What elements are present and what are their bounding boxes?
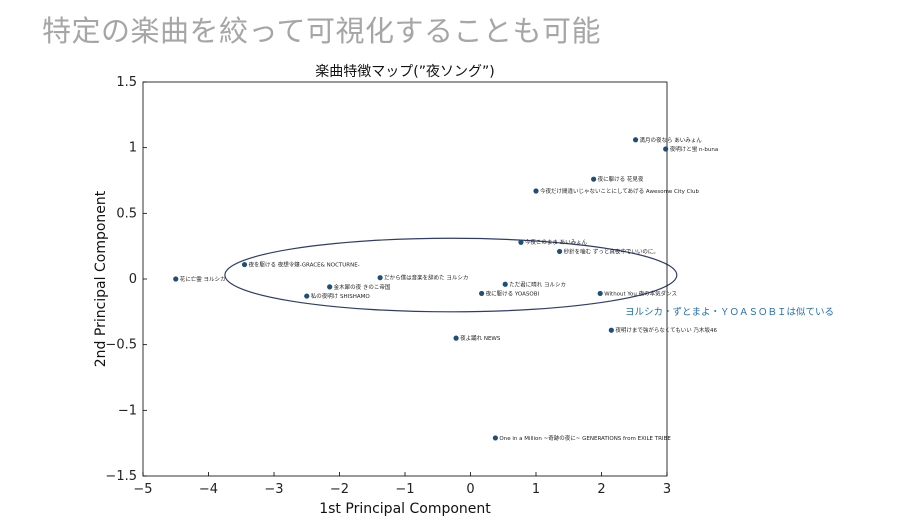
point-label: ただ君に晴れ ヨルシカ — [509, 280, 566, 288]
y-tick-label: −0.5 — [105, 338, 137, 353]
data-point — [533, 188, 539, 194]
similarity-annotation: ヨルシカ・ずとまよ・ＹＯＡＳＯＢＩは似ている — [625, 307, 834, 318]
point-label: Without You 夜の本気ダンス — [604, 289, 677, 297]
y-tick-label: 1 — [129, 141, 137, 156]
data-point — [327, 284, 333, 290]
data-point — [632, 137, 639, 143]
data-point — [608, 327, 614, 333]
y-tick-label: −1.5 — [105, 469, 137, 484]
point-label: 満月の夜なら あいみょん — [640, 136, 703, 144]
data-point — [453, 335, 459, 341]
x-tick-label: −3 — [264, 482, 283, 497]
data-point — [502, 281, 508, 287]
data-point — [597, 290, 603, 297]
highlight-layer — [224, 237, 678, 313]
chart-title: 楽曲特徴マップ(”夜ソング”) — [315, 64, 494, 80]
data-point — [304, 293, 310, 299]
data-point — [663, 146, 669, 152]
data-point — [479, 290, 485, 297]
y-tick-label: 0 — [129, 272, 137, 287]
slide-heading: 特定の楽曲を絞って可視化することも可能 — [42, 14, 602, 48]
point-label: 花に亡霊 ヨルシカ — [180, 275, 226, 283]
x-tick-label: −4 — [199, 482, 218, 497]
x-tick-label: −5 — [133, 482, 152, 497]
x-tick-label: −2 — [330, 482, 349, 497]
point-label: One in a Million ~奇跡の夜に~ GENERATIONS fro… — [499, 434, 671, 442]
point-label: 今夜だけ間違いじゃないことにしてあげる Awesome City Club — [540, 187, 699, 195]
x-tick-label: 0 — [466, 482, 474, 497]
point-label: 金木犀の夜 きのこ帝国 — [334, 283, 391, 291]
point-label: 夜に駆ける YOASOBI — [486, 289, 540, 297]
data-point — [241, 261, 248, 268]
y-tick-label: 1.5 — [116, 75, 137, 90]
data-point — [518, 239, 524, 245]
point-label: 秒針を噛む ずっと真夜中でいいのに。 — [564, 247, 659, 255]
ticks-layer: −5 −4 −3 −2 −1 0 1 2 3 −1.5 −1 −0.5 0 0.5 1 1.5 — [105, 75, 671, 497]
x-tick-label: 1 — [532, 482, 540, 497]
point-label: 夜を駆ける 夜想令嬢-GRACE& NOCTURNE- — [249, 261, 360, 269]
point-label: 夜に駆ける 花見夜 — [598, 175, 644, 183]
y-axis-label: 2nd Principal Component — [93, 190, 109, 367]
y-tick-label: −1 — [118, 403, 137, 418]
highlight-ellipse — [224, 237, 678, 313]
data-point — [173, 276, 179, 282]
x-tick-label: 2 — [597, 482, 605, 497]
data-point — [492, 435, 498, 441]
data-point — [377, 275, 383, 281]
x-tick-label: 3 — [663, 482, 671, 497]
point-label: 夜明けまで強がらなくてもいい 乃木坂46 — [615, 326, 717, 334]
point-label: 夜よ踊れ NEWS — [460, 334, 501, 342]
x-axis-label: 1st Principal Component — [319, 501, 491, 517]
x-tick-label: −1 — [395, 482, 414, 497]
y-tick-label: 0.5 — [116, 206, 137, 221]
point-label: 今夜このまま あいみょん — [525, 238, 588, 246]
point-label: だから僕は音楽を辞めた ヨルシカ — [384, 274, 468, 282]
point-label: 夜明けと蛍 n-buna — [670, 145, 719, 153]
point-label: 私の夜明け SHISHAMO — [311, 292, 371, 300]
data-point — [556, 248, 563, 255]
data-point — [591, 176, 597, 182]
